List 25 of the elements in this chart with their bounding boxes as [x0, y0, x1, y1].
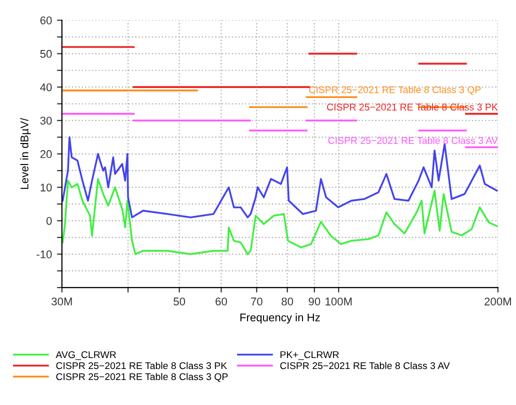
annotation: CISPR 25−2021 RE Table 8 Class 3 QP	[309, 86, 481, 95]
x-tick-label: 100M	[326, 298, 352, 306]
y-tick-label: 50	[40, 50, 52, 58]
y-tick-label: 40	[40, 83, 52, 92]
x-axis-title: Frequency in Hz	[240, 313, 320, 324]
y-axis-title: Level in dBµV/	[20, 118, 31, 189]
x-tick-label: 90	[308, 298, 320, 306]
y-tick-label: -10	[36, 250, 52, 258]
annotation: CISPR 25−2021 RE Table 8 Class 3 AV	[328, 136, 498, 144]
y-tick-label: 30	[40, 116, 52, 125]
x-tick-label: 30M	[52, 298, 72, 306]
x-tick-label: 60	[216, 298, 227, 306]
legend-label: CISPR 25−2021 RE Table 8 Class 3 AV	[280, 362, 450, 370]
legend-label: AVG_CLRWR	[56, 351, 116, 360]
y-tick-label: 60	[40, 16, 52, 24]
legend-label: PK+_CLRWR	[280, 351, 339, 360]
x-tick-label: 50	[174, 298, 186, 306]
y-tick-label: 20	[40, 150, 52, 158]
x-tick-label: 70	[251, 298, 262, 306]
x-tick-label: 200M	[484, 298, 511, 306]
y-tick-label: 0	[46, 216, 52, 225]
legend-label: CISPR 25−2021 RE Table 8 Class 3 QP	[56, 372, 228, 382]
legend-label: CISPR 25−2021 RE Table 8 Class 3 PK	[56, 362, 228, 370]
y-tick-label: 10	[40, 184, 52, 192]
x-tick-label: 80	[282, 298, 294, 306]
